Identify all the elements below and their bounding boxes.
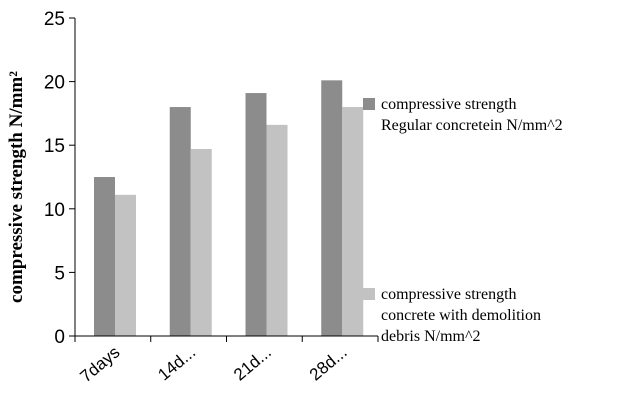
legend-entry-2: compressive strength concrete with demoli… (381, 286, 541, 345)
bars (94, 80, 364, 337)
y-tick-label: 20 (44, 73, 65, 94)
legend: compressive strength Regular concretein N… (363, 96, 563, 345)
x-category-label: 21d... (230, 343, 275, 385)
y-tick-label: 15 (44, 136, 65, 157)
x-axis-categories: 7days 14d... 21d... 28d... (74, 336, 379, 387)
x-category-label: 14d... (154, 343, 199, 385)
bar-series-1-4 (321, 80, 343, 336)
y-tick-label: 0 (54, 327, 65, 348)
bar-series-2-4 (342, 107, 364, 336)
x-category-label: 7days (76, 343, 123, 387)
y-axis-ticks: 0 5 10 15 20 25 (44, 9, 75, 348)
bar-series-1-3 (245, 93, 267, 336)
x-category-label: 28d... (306, 343, 351, 385)
bar-series-1-1 (94, 177, 115, 336)
bar-series-2-2 (190, 149, 212, 336)
legend-swatch-2 (363, 288, 375, 300)
bar-series-2-3 (266, 124, 288, 337)
y-tick-label: 25 (44, 9, 65, 30)
y-tick-label: 10 (44, 200, 65, 221)
y-tick-label: 5 (54, 263, 65, 284)
y-axis-label: compressive strength N/mm² (6, 71, 27, 303)
legend-entry-1: compressive strength Regular concretein N… (381, 96, 563, 134)
bar-series-1-2 (169, 107, 191, 336)
bar-series-2-1 (115, 194, 136, 336)
legend-swatch-1 (363, 98, 375, 110)
